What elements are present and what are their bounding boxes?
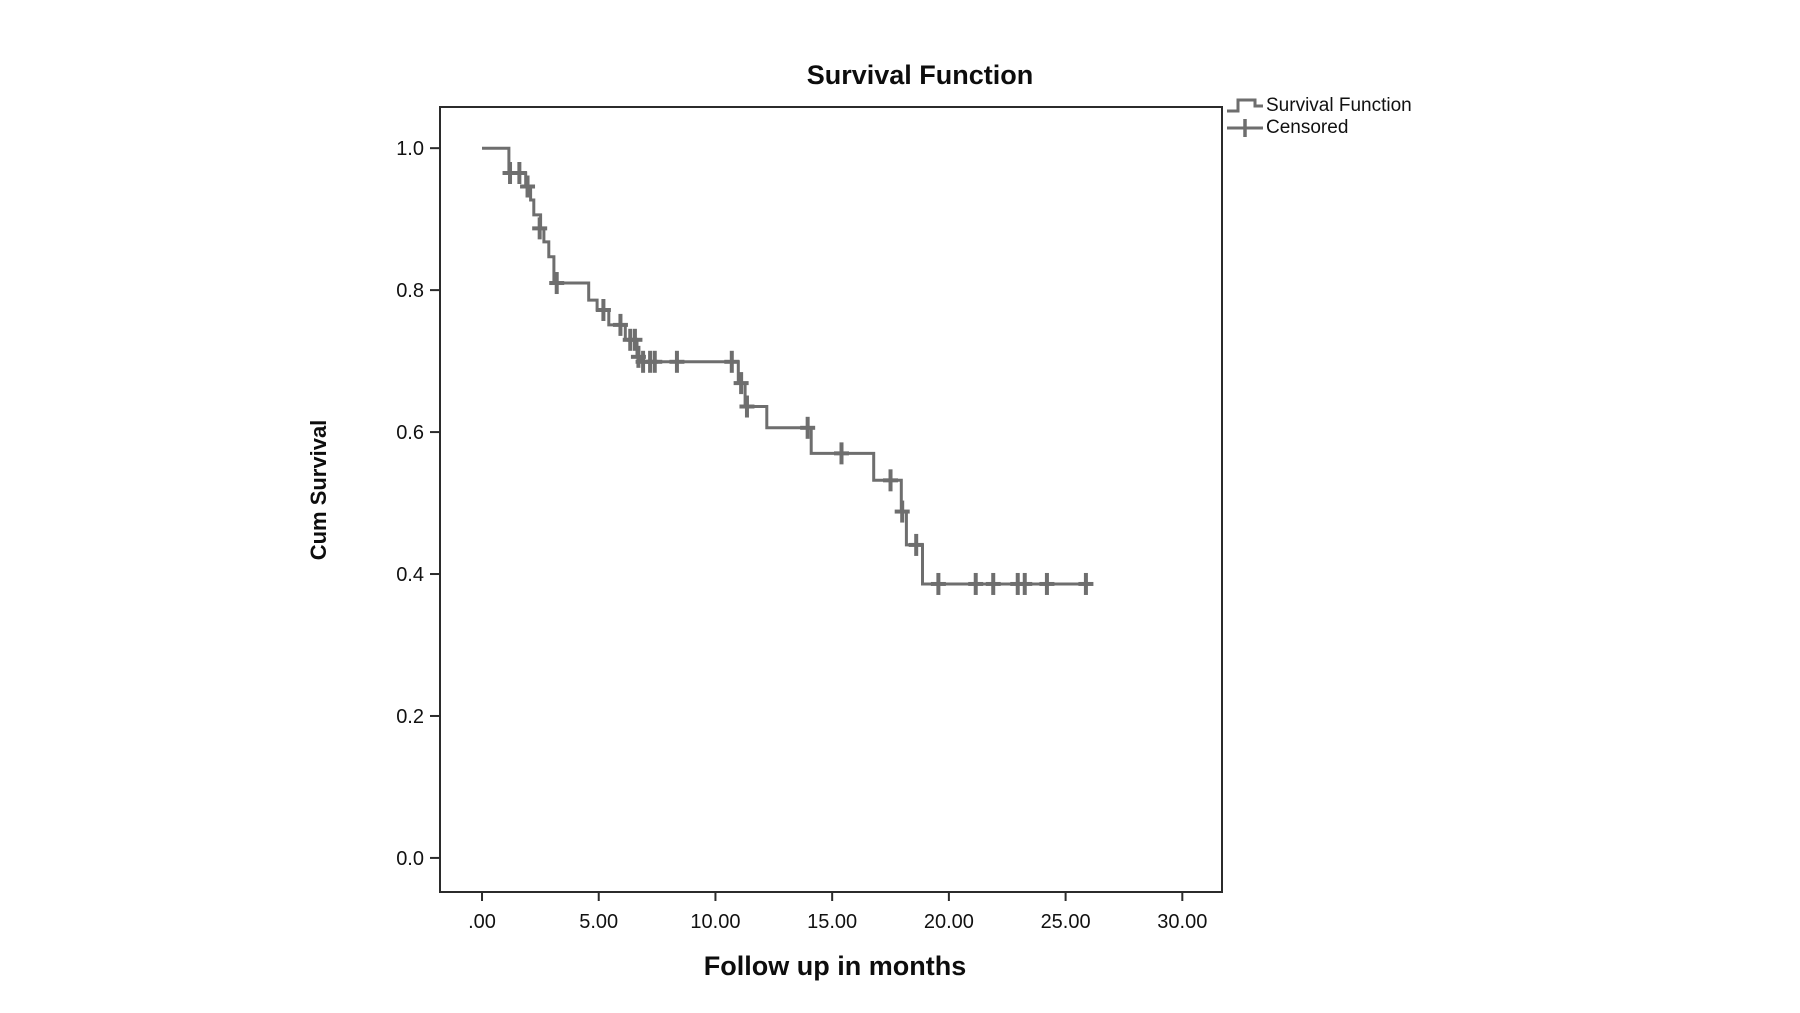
survival-curve bbox=[482, 146, 1087, 586]
x-axis-label: Follow up in months bbox=[703, 951, 967, 981]
y-tick-label: 0.2 bbox=[396, 706, 424, 728]
x-tick-label: 20.00 bbox=[924, 911, 974, 933]
y-tick-label: 0.6 bbox=[396, 422, 424, 444]
y-tick-label: 0.0 bbox=[396, 848, 424, 870]
y-tick-label: 1.0 bbox=[396, 138, 424, 160]
legend-item-survival-function: Survival Function bbox=[1226, 95, 1412, 117]
x-tick-label: 10.00 bbox=[690, 911, 740, 933]
plus-marker-icon bbox=[1227, 119, 1263, 137]
x-tick-label: .00 bbox=[468, 911, 496, 933]
x-tick-label: 25.00 bbox=[1041, 911, 1091, 933]
legend-label-survival-function: Survival Function bbox=[1266, 95, 1412, 116]
x-tick-label: 15.00 bbox=[807, 911, 857, 933]
y-tick-label: 0.8 bbox=[396, 280, 424, 302]
x-tick-label: 30.00 bbox=[1157, 911, 1207, 933]
chart-title: Survival Function bbox=[806, 60, 1034, 90]
legend: Survival Function Censored bbox=[1226, 95, 1412, 139]
x-tick-label: 5.00 bbox=[579, 911, 618, 933]
legend-item-censored: Censored bbox=[1226, 117, 1412, 139]
plot-frame bbox=[439, 106, 1223, 893]
y-tick-label: 0.4 bbox=[396, 564, 424, 586]
legend-label-censored: Censored bbox=[1266, 117, 1349, 138]
step-line-icon bbox=[1227, 98, 1263, 113]
